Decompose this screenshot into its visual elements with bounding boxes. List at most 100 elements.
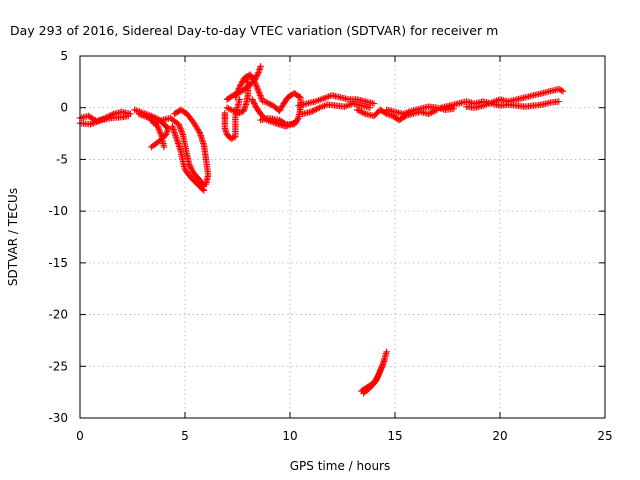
data-point [236,83,243,91]
data-point [378,362,386,370]
data-point [93,118,100,126]
data-point [257,92,264,99]
data-point [287,121,294,128]
data-point [253,72,261,79]
data-point [94,118,102,125]
x-axis-label: GPS time / hours [290,459,391,473]
data-point [228,135,235,142]
data-point [234,88,241,95]
data-point [235,86,242,94]
data-point [401,113,408,121]
data-point [425,110,432,118]
data-point [202,181,210,188]
data-point [177,125,184,132]
data-point [233,91,240,98]
data-point [307,108,315,116]
x-tick-label: 10 [282,429,297,443]
data-point [361,110,368,117]
data-point [356,107,364,115]
y-tick-label: 5 [60,49,68,63]
data-point [254,86,262,93]
data-point [141,113,148,120]
chart-title: Day 293 of 2016, Sidereal Day-to-day VTE… [10,23,498,38]
data-point [238,79,245,87]
data-point [140,112,147,119]
data-point [358,108,365,116]
data-point [290,120,297,127]
data-point [91,119,99,126]
data-point [313,105,320,113]
data-point [179,129,186,137]
data-point [251,101,259,109]
data-point [314,105,322,112]
data-point [156,129,164,136]
data-point [137,111,144,118]
data-point [199,186,207,193]
data-point [256,90,263,98]
data-points [76,63,567,397]
data-point [555,85,562,93]
data-point [255,89,263,96]
data-point [312,106,319,113]
plot-frame [79,55,606,419]
data-point [186,162,194,170]
data-point [426,110,434,117]
data-point [254,85,261,92]
data-point [257,116,264,124]
data-point [250,98,257,106]
x-tick-label: 25 [597,429,612,443]
y-axis-label: SDTVAR / TECUs [6,188,20,286]
data-point [255,87,262,95]
data-point [135,110,142,118]
y-tick-label: -20 [48,308,68,322]
data-point [223,104,231,111]
data-point [265,100,273,107]
data-point [229,134,236,142]
data-point [235,85,243,92]
data-point [252,82,260,89]
data-point [359,109,366,116]
data-point [374,373,382,380]
data-point [175,121,182,128]
data-point [177,126,185,134]
data-point [263,98,270,106]
y-tick-label: -25 [48,359,68,373]
x-tick-label: 20 [492,429,507,443]
data-point [236,96,243,103]
data-point [155,124,162,132]
data-point [160,143,168,151]
data-point [228,106,235,114]
x-tick-label: 5 [181,429,189,443]
data-point [232,94,239,101]
data-point [138,111,145,119]
data-point [225,105,232,112]
data-point [125,112,132,120]
data-point [157,130,164,137]
data-point [236,109,243,117]
data-point [261,98,268,105]
data-point [383,348,390,356]
data-point [293,118,300,126]
data-point [87,121,94,128]
data-point [366,104,373,111]
data-point [375,371,382,379]
data-point [284,122,291,129]
data-point [237,108,245,116]
data-point [291,119,298,126]
data-point [251,100,258,107]
x-tick-label: 15 [387,429,402,443]
data-point [310,107,317,114]
data-point [380,358,388,365]
data-point [267,101,274,108]
data-point [200,187,208,194]
data-point [381,356,388,364]
data-point [558,87,565,94]
data-point [96,117,103,124]
data-point [250,76,257,83]
data-point [377,367,384,374]
data-point [380,359,387,367]
data-point [285,121,292,129]
data-point [264,99,271,107]
data-point [288,120,295,128]
data-point [88,120,96,127]
